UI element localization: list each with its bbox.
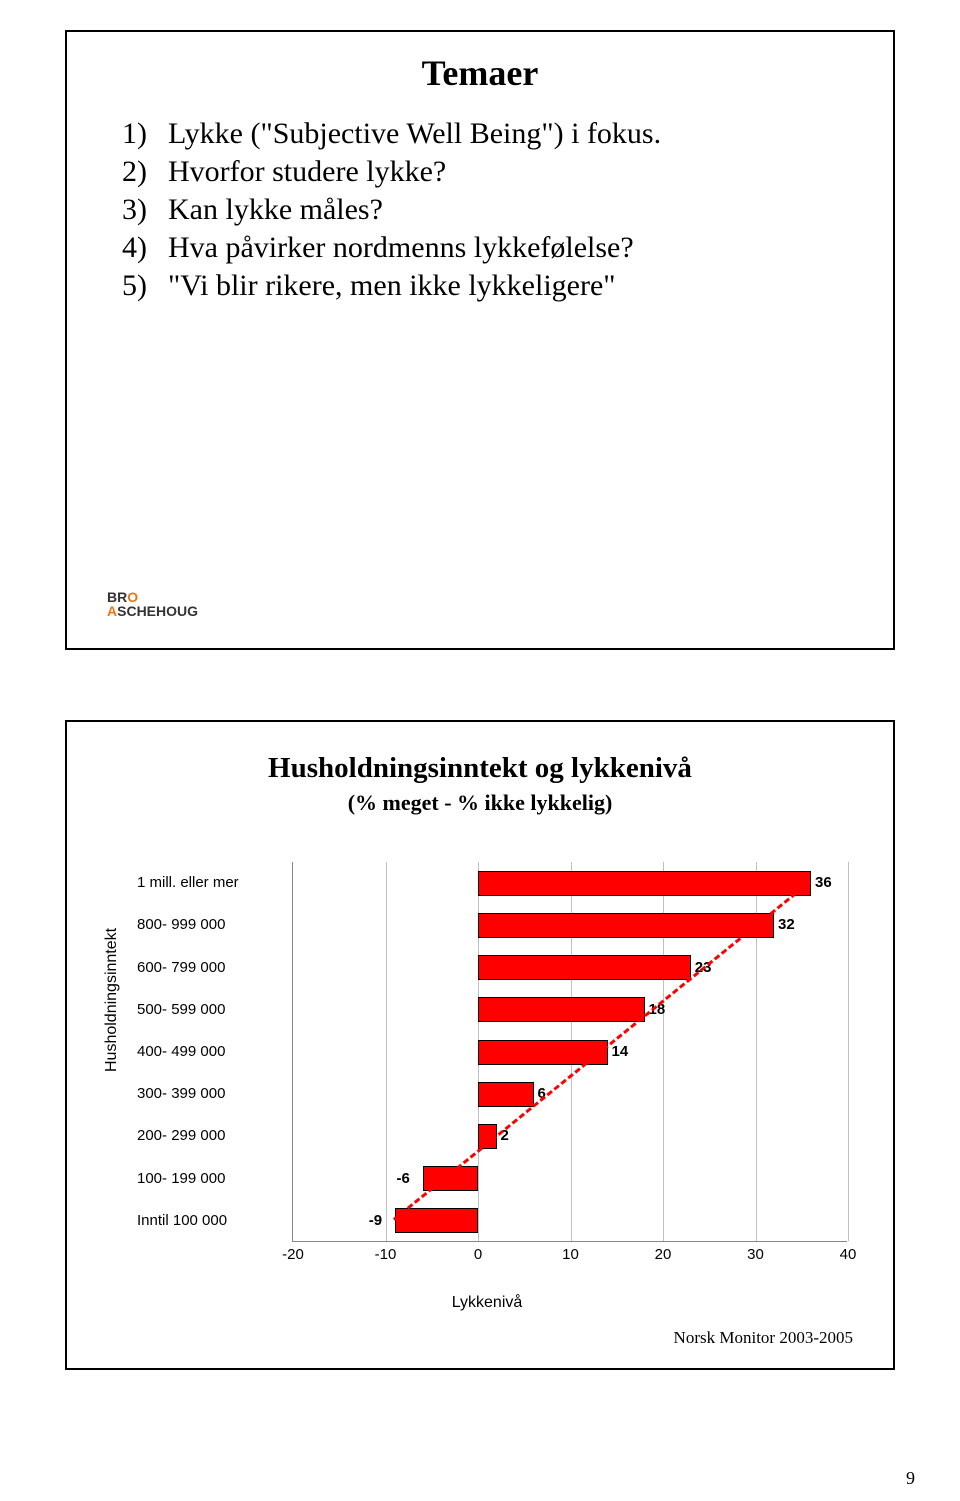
x-tick-label: 20 bbox=[655, 1246, 672, 1263]
item-text: Kan lykke måles? bbox=[168, 193, 383, 226]
category-label: 800- 999 000 bbox=[137, 916, 287, 933]
slide-themes: Temaer 1)Lykke ("Subjective Well Being")… bbox=[65, 30, 895, 650]
category-label: 600- 799 000 bbox=[137, 959, 287, 976]
bar bbox=[478, 871, 811, 896]
source-text: Norsk Monitor 2003-2005 bbox=[674, 1328, 853, 1348]
bar bbox=[395, 1208, 478, 1233]
logo-text: A bbox=[107, 603, 117, 619]
item-text: Lykke ("Subjective Well Being") i fokus. bbox=[168, 117, 661, 150]
bar-value-label: 14 bbox=[612, 1043, 629, 1060]
category-label: Inntil 100 000 bbox=[137, 1212, 287, 1229]
logo: BRO ASCHEHOUG bbox=[107, 590, 198, 618]
bar bbox=[478, 913, 774, 938]
list-item: 1)Lykke ("Subjective Well Being") i foku… bbox=[122, 117, 661, 151]
bar bbox=[478, 1082, 534, 1107]
x-tick-label: 10 bbox=[562, 1246, 579, 1263]
x-tick-label: -10 bbox=[375, 1246, 397, 1263]
theme-list: 1)Lykke ("Subjective Well Being") i foku… bbox=[122, 117, 661, 307]
bar-value-label: -9 bbox=[369, 1212, 382, 1229]
x-axis-label: Lykkenivå bbox=[117, 1294, 857, 1312]
list-item: 3)Kan lykke måles? bbox=[122, 193, 661, 227]
bar bbox=[478, 955, 691, 980]
chart-subtitle: (% meget - % ikke lykkelig) bbox=[67, 790, 893, 816]
slide-chart: Husholdningsinntekt og lykkenivå (% mege… bbox=[65, 720, 895, 1370]
item-text: Hva påvirker nordmenns lykkefølelse? bbox=[168, 231, 634, 264]
chart-title: Husholdningsinntekt og lykkenivå bbox=[67, 752, 893, 785]
logo-text: SCHEHOUG bbox=[117, 603, 198, 619]
plot-region: -20-10010203040363223181462-6-9 bbox=[292, 862, 847, 1242]
category-label: 300- 399 000 bbox=[137, 1085, 287, 1102]
category-label: 100- 199 000 bbox=[137, 1170, 287, 1187]
item-text: Hvorfor studere lykke? bbox=[168, 155, 446, 188]
list-item: 4)Hva påvirker nordmenns lykkefølelse? bbox=[122, 231, 661, 265]
y-axis-label: Husholdningsinntekt bbox=[103, 928, 121, 1072]
list-item: 5)"Vi blir rikere, men ikke lykkeligere" bbox=[122, 269, 661, 303]
x-tick-label: -20 bbox=[282, 1246, 304, 1263]
list-item: 2)Hvorfor studere lykke? bbox=[122, 155, 661, 189]
category-label: 1 mill. eller mer bbox=[137, 874, 287, 891]
x-tick-label: 40 bbox=[840, 1246, 857, 1263]
category-label: 200- 299 000 bbox=[137, 1127, 287, 1144]
item-text: "Vi blir rikere, men ikke lykkeligere" bbox=[168, 269, 616, 302]
gridline bbox=[848, 862, 849, 1241]
bar-value-label: 32 bbox=[778, 916, 795, 933]
x-tick-label: 0 bbox=[474, 1246, 482, 1263]
bar bbox=[478, 997, 645, 1022]
gridline bbox=[386, 862, 387, 1241]
category-label: 500- 599 000 bbox=[137, 1001, 287, 1018]
slide-title: Temaer bbox=[67, 52, 893, 94]
x-tick-label: 30 bbox=[747, 1246, 764, 1263]
category-label: 400- 499 000 bbox=[137, 1043, 287, 1060]
chart-area: Husholdningsinntekt -20-1001020304036322… bbox=[117, 862, 857, 1282]
page-number: 9 bbox=[906, 1468, 915, 1489]
bar-value-label: 36 bbox=[815, 874, 832, 891]
bar-value-label: -6 bbox=[397, 1170, 410, 1187]
